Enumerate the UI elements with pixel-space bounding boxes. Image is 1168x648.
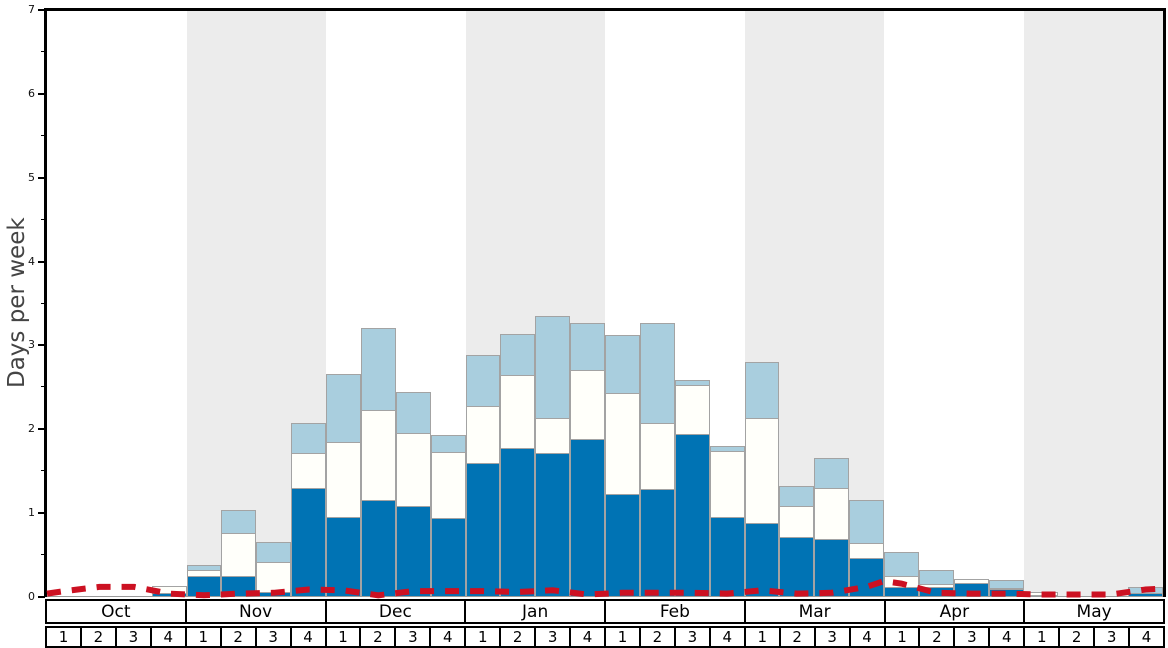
week-cell: 4	[431, 628, 467, 646]
month-cell-nov: Nov	[187, 601, 327, 622]
week-cell: 3	[117, 628, 152, 646]
week-cell: 3	[955, 628, 991, 646]
week-cell: 4	[1141, 628, 1152, 646]
y-major-tick	[38, 176, 45, 179]
y-tick-label: 2	[28, 422, 35, 436]
y-major-tick	[38, 596, 45, 598]
month-cell-mar: Mar	[746, 601, 886, 622]
week-cell: 2	[641, 628, 676, 646]
x-axis-baseline	[47, 596, 1163, 597]
week-cell: 4	[990, 628, 1026, 646]
bar-segment-dark-blue	[535, 452, 571, 597]
week-cell: 1	[466, 628, 502, 646]
month-cell-apr: Apr	[886, 601, 1026, 622]
bar-segment-dark-blue	[221, 576, 257, 597]
week-cell: 4	[571, 628, 606, 646]
week-cell: 1	[47, 628, 82, 646]
y-tick-label: 5	[28, 170, 35, 184]
y-major-tick	[38, 344, 45, 347]
week-cell: 2	[361, 628, 397, 646]
shaded-band-may	[1023, 11, 1163, 597]
week-cell: 3	[816, 628, 851, 646]
bar-segment-dark-blue	[953, 582, 989, 597]
y-major-tick	[38, 9, 45, 11]
bar-segment-dark-blue	[639, 488, 675, 597]
y-minor-tick	[41, 302, 45, 304]
month-cell-oct: Oct	[47, 601, 187, 622]
week-cell: 4	[851, 628, 886, 646]
week-cell: 2	[1060, 628, 1096, 646]
plot-top-border	[44, 8, 1166, 11]
month-cell-jan: Jan	[466, 601, 606, 622]
bar-segment-dark-blue	[186, 576, 222, 597]
y-axis-title: Days per week	[4, 217, 30, 389]
bar-segment-dark-blue	[674, 434, 710, 597]
bar-segment-dark-blue	[291, 487, 326, 597]
bar-segment-dark-blue	[395, 505, 431, 597]
y-tick-label: 0	[28, 590, 35, 603]
y-minor-tick	[41, 470, 45, 472]
week-cell: 1	[327, 628, 362, 646]
y-tick-label: 3	[28, 338, 35, 352]
week-cell: 3	[676, 628, 711, 646]
week-cell: 3	[396, 628, 432, 646]
week-cell: 1	[746, 628, 781, 646]
bar-segment-dark-blue	[465, 462, 501, 597]
y-major-tick	[38, 260, 45, 263]
y-tick-label: 4	[28, 254, 35, 268]
y-minor-tick	[41, 386, 45, 388]
y-minor-tick	[41, 554, 45, 556]
bar-segment-dark-blue	[605, 493, 640, 597]
bar-segment-dark-blue	[430, 518, 466, 597]
bar-segment-dark-blue	[849, 558, 884, 597]
y-axis-line	[44, 8, 47, 597]
y-major-tick	[38, 92, 45, 95]
bar-segment-dark-blue	[326, 517, 361, 597]
week-cell: 4	[152, 628, 187, 646]
y-minor-tick	[41, 50, 45, 52]
week-cell: 2	[781, 628, 816, 646]
y-minor-tick	[41, 218, 45, 220]
week-cell: 2	[920, 628, 956, 646]
month-cell-feb: Feb	[606, 601, 746, 622]
week-cell: 1	[886, 628, 921, 646]
y-major-tick	[38, 428, 45, 431]
bar-segment-dark-blue	[360, 499, 396, 597]
week-cell: 3	[536, 628, 572, 646]
month-cell-dec: Dec	[327, 601, 467, 622]
bar-segment-dark-blue	[744, 523, 780, 597]
week-cell: 2	[501, 628, 537, 646]
week-cell: 1	[187, 628, 222, 646]
week-cell: 1	[1025, 628, 1061, 646]
week-cell: 4	[292, 628, 327, 646]
week-cell: 1	[606, 628, 641, 646]
month-label-row: Oct Nov Dec Jan Feb Mar Apr May	[45, 599, 1165, 624]
plot-right-border	[1163, 8, 1166, 597]
y-minor-tick	[41, 134, 45, 136]
y-tick-label: 1	[28, 506, 35, 520]
bar-segment-dark-blue	[814, 539, 850, 597]
y-tick-label: 7	[28, 3, 35, 16]
week-cell: 3	[1095, 628, 1131, 646]
week-cell: 3	[257, 628, 292, 646]
y-tick-label: 6	[28, 86, 35, 100]
week-cell: 2	[222, 628, 257, 646]
y-major-tick	[38, 512, 45, 515]
bar-segment-dark-blue	[570, 439, 605, 597]
bar-segment-dark-blue	[500, 447, 536, 597]
bar-segment-dark-blue	[779, 536, 815, 597]
week-cell: 2	[82, 628, 117, 646]
week-cell: 4	[711, 628, 746, 646]
month-cell-may: May	[1076, 601, 1112, 622]
bar-segment-dark-blue	[709, 517, 745, 597]
